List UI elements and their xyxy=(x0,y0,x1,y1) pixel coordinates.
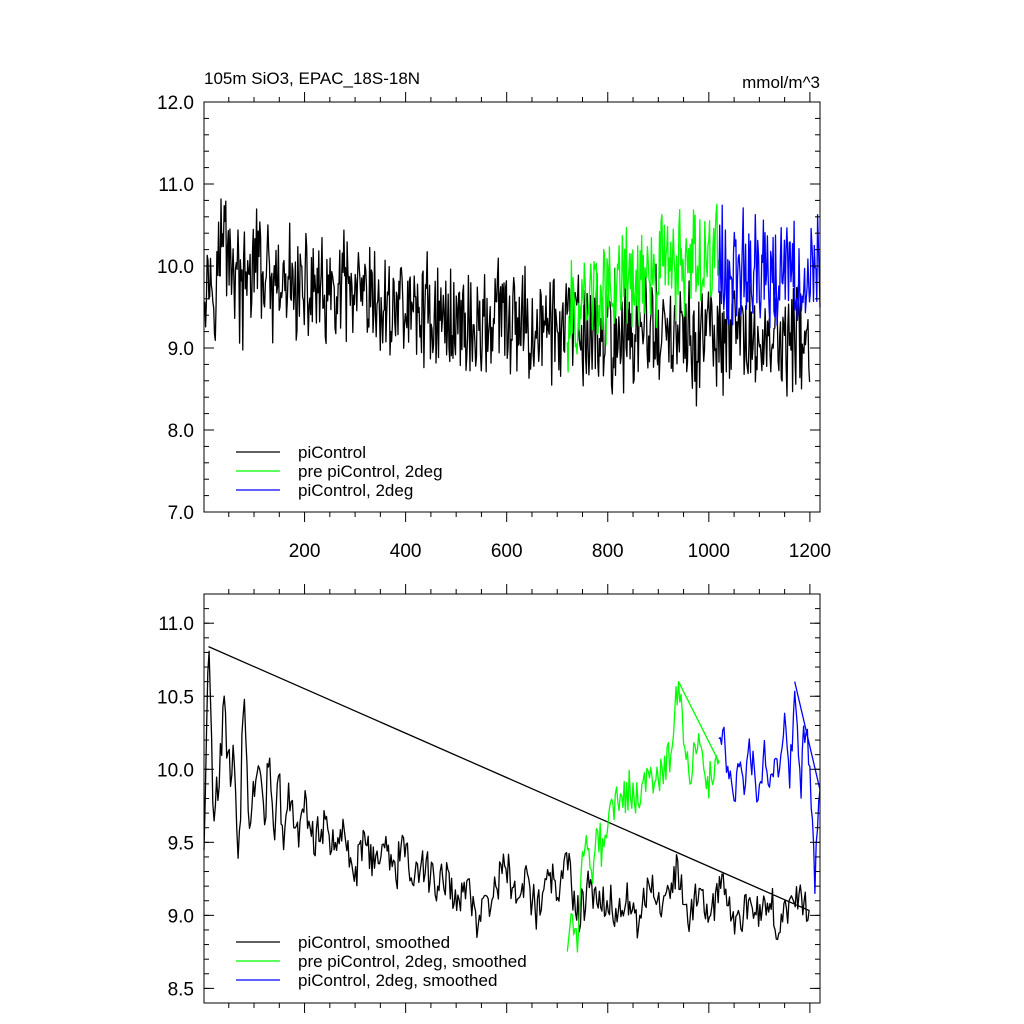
y-tick-label: 9.0 xyxy=(168,906,194,927)
y-tick-label: 9.5 xyxy=(168,833,194,854)
legend-label: piControl, smoothed xyxy=(298,933,450,952)
chart-title: 105m SiO3, EPAC_18S-18N xyxy=(204,69,420,88)
y-tick-label: 12.0 xyxy=(157,93,194,114)
series-line-1 xyxy=(566,203,720,373)
legend-label: piControl xyxy=(298,443,366,462)
y-tick-label: 10.0 xyxy=(157,257,194,278)
y-tick-label: 11.0 xyxy=(158,175,194,196)
y-tick-label: 11.0 xyxy=(158,614,194,635)
legend-label: pre piControl, 2deg, smoothed xyxy=(298,952,527,971)
series-line-0 xyxy=(203,646,810,941)
plot-area xyxy=(203,198,821,407)
plot-frame xyxy=(203,101,821,513)
chart-bottom: 8.5 9.0 9.5 10.0 10.5 11.0 piControl, smoothed… xyxy=(157,584,821,1013)
x-tick-label: 600 xyxy=(491,541,523,562)
y-tick-label: 10.0 xyxy=(157,760,194,781)
series-line-2 xyxy=(718,204,821,329)
series-line-1 xyxy=(566,680,720,953)
legend-label: piControl, 2deg, smoothed xyxy=(298,971,497,990)
x-tick-label: 400 xyxy=(390,541,422,562)
x-tick-label: 800 xyxy=(592,541,624,562)
chart-unit-label: mmol/m^3 xyxy=(742,73,820,92)
legend-label: pre piControl, 2deg xyxy=(298,462,443,481)
y-tick-label: 9.0 xyxy=(168,339,194,360)
x-tick-label: 1200 xyxy=(789,541,831,562)
plot-frame xyxy=(203,593,821,1004)
x-tick-label: 1000 xyxy=(688,541,730,562)
legend-label: piControl, 2deg xyxy=(298,481,413,500)
y-tick-label: 8.5 xyxy=(168,979,194,1000)
series-line-0 xyxy=(203,198,811,407)
y-tick-label: 10.5 xyxy=(157,687,194,708)
y-tick-label: 8.0 xyxy=(168,421,194,442)
series-line-2 xyxy=(718,681,821,895)
plot-area xyxy=(203,646,821,953)
x-tick-label: 200 xyxy=(289,541,321,562)
y-tick-label: 7.0 xyxy=(168,503,194,524)
chart-top: 105m SiO3, EPAC_18S-18N mmol/m^3 7.0 8.0 9… xyxy=(157,69,831,562)
